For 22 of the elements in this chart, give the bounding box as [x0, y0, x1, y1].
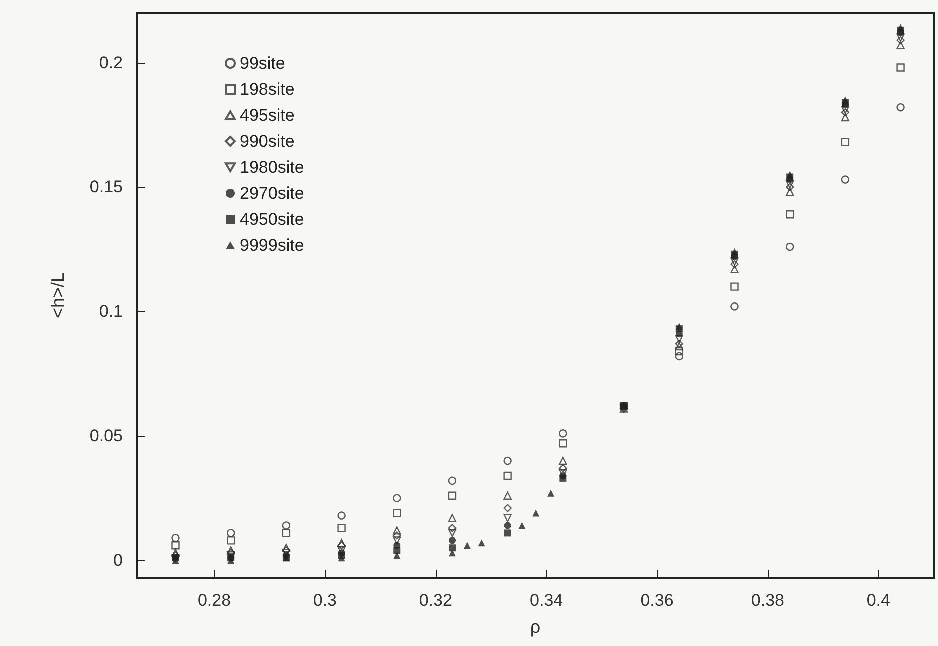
y-tick-label: 0.1 [99, 302, 123, 322]
legend-label: 198site [240, 80, 295, 99]
x-tick-label: 0.36 [640, 591, 674, 610]
y-tick-label: 0.05 [90, 426, 123, 446]
x-tick-label: 0.28 [198, 591, 232, 610]
y-tick-label: 0 [114, 551, 123, 570]
legend-label: 99site [240, 54, 286, 73]
legend-label: 4950site [240, 210, 304, 229]
legend-label: 1980site [240, 158, 304, 177]
x-tick-label: 0.4 [866, 591, 890, 610]
y-axis-title: <h>/L [48, 272, 68, 319]
x-tick-label: 0.32 [419, 591, 452, 610]
y-tick-label: 0.2 [99, 53, 123, 72]
x-tick-label: 0.38 [751, 591, 785, 610]
x-axis-title: ρ [530, 617, 541, 637]
legend-label: 495site [240, 106, 295, 125]
legend-label: 2970site [240, 184, 304, 203]
x-tick-label: 0.34 [530, 591, 564, 610]
x-tick-label: 0.3 [313, 591, 337, 610]
legend-label: 9999site [240, 236, 304, 255]
legend-label: 990site [240, 132, 295, 151]
y-tick-label: 0.15 [90, 178, 123, 197]
